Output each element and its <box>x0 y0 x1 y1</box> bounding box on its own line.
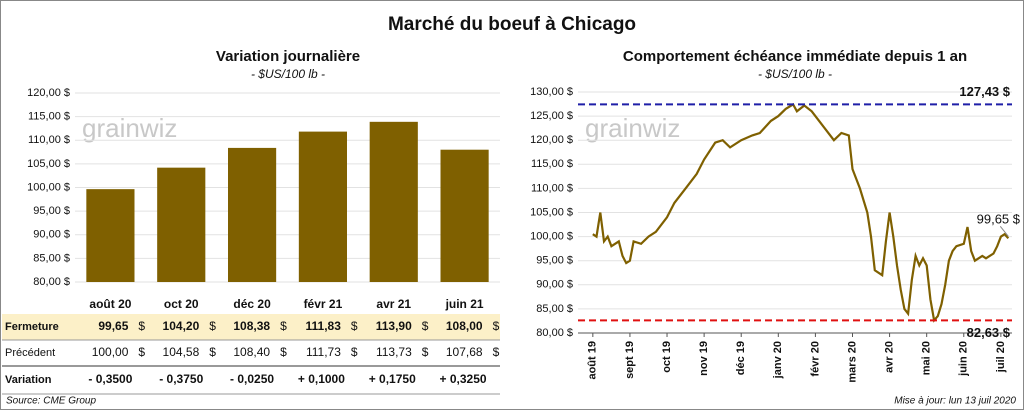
x-tick-label: juil 20 <box>995 341 1007 373</box>
y-tick-label: 100,00 $ <box>27 181 70 193</box>
table-unit: $ <box>493 319 500 333</box>
x-tick-label: juin 20 <box>958 341 970 377</box>
y-tick-label: 85,00 $ <box>33 252 70 264</box>
end-label: 99,65 $ <box>977 212 1021 227</box>
table-unit: $ <box>209 345 216 359</box>
leader <box>999 225 1009 237</box>
y-tick-label: 125,00 $ <box>530 110 573 122</box>
watermark: grainwiz <box>585 113 680 143</box>
y-tick-label: 80,00 $ <box>536 327 573 339</box>
table-cell: - 0,0250 <box>230 372 274 386</box>
chart-title: Variation journalière <box>216 48 360 65</box>
x-tick-label: mars 20 <box>846 341 858 383</box>
y-tick-label: 115,00 $ <box>531 158 573 170</box>
x-tick-label: janv 20 <box>772 341 784 379</box>
bar <box>228 147 277 282</box>
line-series <box>592 102 1010 323</box>
watermark: grainwiz <box>82 113 177 143</box>
x-tick-label: déc 20 <box>233 297 271 311</box>
row-label: Variation <box>5 374 52 386</box>
table-unit: $ <box>422 345 429 359</box>
chart-subtitle: - $US/100 lb - <box>758 67 832 81</box>
reference-label: 127,43 $ <box>959 84 1010 99</box>
bar <box>86 189 135 282</box>
table-unit: $ <box>209 319 216 333</box>
x-tick-label: juin 21 <box>445 297 484 311</box>
table-cell: + 0,3250 <box>440 372 487 386</box>
x-tick-label: oct 19 <box>661 341 673 373</box>
chart-subtitle: - $US/100 lb - <box>251 67 325 81</box>
y-tick-label: 90,00 $ <box>33 229 70 241</box>
x-tick-label: févr 20 <box>809 341 821 376</box>
table-cell: 108,38 <box>233 319 270 333</box>
reference-label: 82,63 $ <box>967 325 1011 340</box>
bar <box>440 149 489 282</box>
table-cell: 111,83 <box>306 319 342 333</box>
table-cell: - 0,3750 <box>159 372 203 386</box>
x-tick-label: févr 21 <box>304 297 343 311</box>
table-unit: $ <box>138 319 145 333</box>
table-cell: + 0,1750 <box>369 372 416 386</box>
table-cell: - 0,3500 <box>88 372 132 386</box>
x-tick-label: août 20 <box>89 297 131 311</box>
y-tick-label: 95,00 $ <box>33 205 70 217</box>
y-tick-label: 120,00 $ <box>530 134 573 146</box>
table-cell: 99,65 <box>98 319 128 333</box>
table-cell: 111,73 <box>306 345 341 359</box>
table-unit: $ <box>493 345 500 359</box>
y-tick-label: 110,00 $ <box>531 182 573 194</box>
x-tick-label: mai 20 <box>921 341 933 375</box>
table-unit: $ <box>280 345 287 359</box>
updated: Mise à jour: lun 13 juil 2020 <box>894 396 1016 407</box>
chart-title: Comportement échéance immédiate depuis 1… <box>623 48 967 65</box>
table-cell: 113,90 <box>376 319 412 333</box>
source: Source: CME Group <box>6 396 96 407</box>
y-tick-label: 110,00 $ <box>28 134 70 146</box>
table-cell: 104,20 <box>163 319 200 333</box>
x-tick-label: nov 19 <box>698 341 710 376</box>
x-tick-label: sept 19 <box>624 341 636 379</box>
table-cell: 104,58 <box>163 345 200 359</box>
bar <box>298 131 347 282</box>
x-tick-label: avr 21 <box>376 297 411 311</box>
table-unit: $ <box>280 319 287 333</box>
table-cell: 113,73 <box>376 345 412 359</box>
table-cell: 107,68 <box>446 345 483 359</box>
highlight-row <box>2 314 500 340</box>
y-tick-label: 130,00 $ <box>530 86 573 98</box>
table-unit: $ <box>422 319 429 333</box>
y-tick-label: 100,00 $ <box>530 231 573 243</box>
x-tick-label: déc 19 <box>735 341 747 375</box>
x-tick-label: avr 20 <box>883 341 895 373</box>
row-label: Fermeture <box>5 321 59 333</box>
y-tick-label: 95,00 $ <box>536 255 573 267</box>
table-cell: 100,00 <box>92 345 129 359</box>
table-cell: 108,00 <box>446 319 483 333</box>
table-unit: $ <box>138 345 145 359</box>
y-tick-label: 90,00 $ <box>536 279 573 291</box>
row-label: Précédent <box>5 347 55 359</box>
bar <box>369 121 418 282</box>
y-tick-label: 80,00 $ <box>33 276 70 288</box>
page-title: Marché du boeuf à Chicago <box>388 14 636 35</box>
table-cell: + 0,1000 <box>298 372 345 386</box>
y-tick-label: 85,00 $ <box>536 303 573 315</box>
x-tick-label: oct 20 <box>164 297 199 311</box>
table-unit: $ <box>351 345 358 359</box>
table-unit: $ <box>351 319 358 333</box>
bar <box>157 167 206 282</box>
y-tick-label: 105,00 $ <box>27 158 70 170</box>
table-cell: 108,40 <box>233 345 270 359</box>
y-tick-label: 105,00 $ <box>530 206 573 218</box>
y-tick-label: 120,00 $ <box>27 87 70 99</box>
y-tick-label: 115,00 $ <box>28 111 70 123</box>
x-tick-label: août 19 <box>587 341 599 380</box>
